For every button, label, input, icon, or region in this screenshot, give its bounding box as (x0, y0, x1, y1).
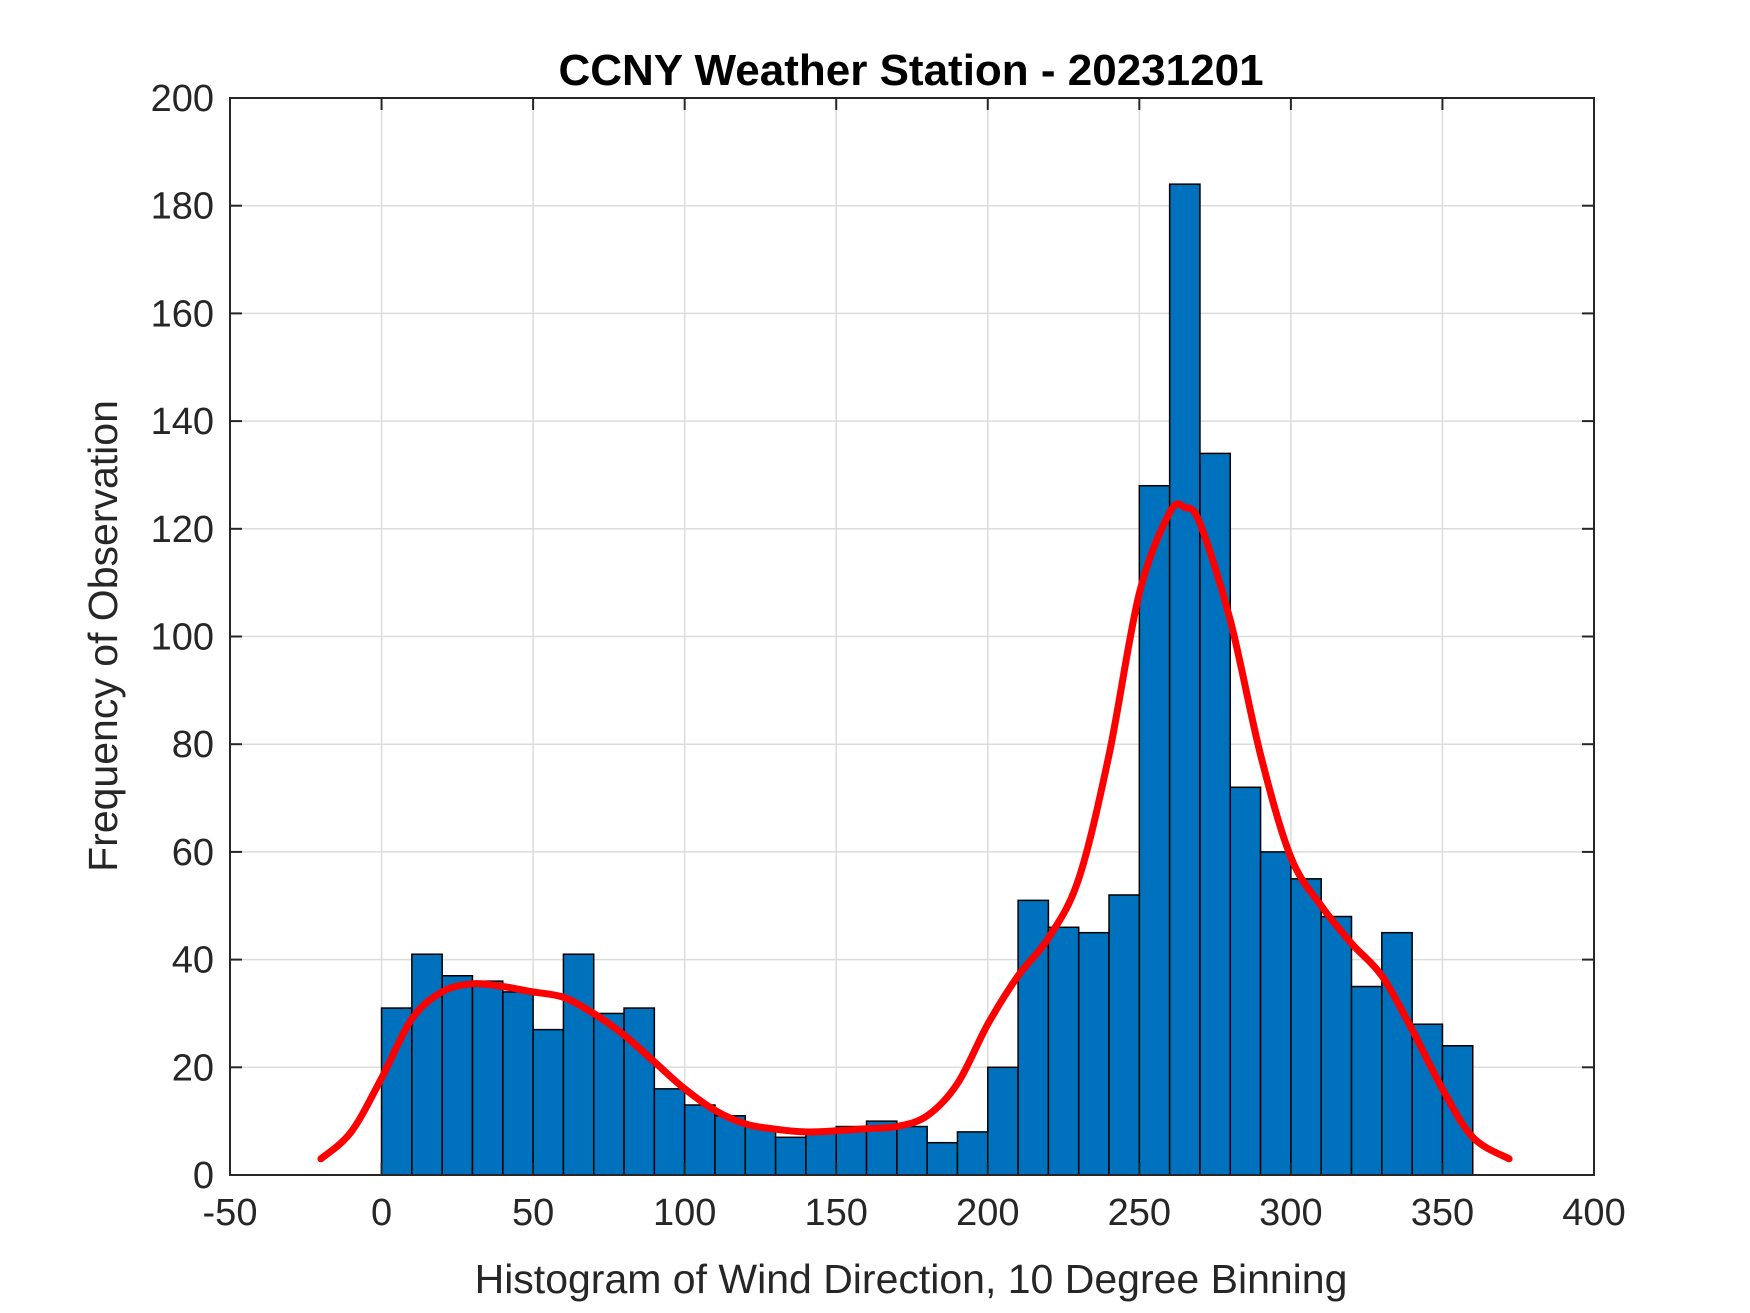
x-tick-label: -50 (203, 1192, 258, 1234)
y-tick-label: 60 (172, 832, 214, 874)
y-tick-label: 200 (151, 78, 214, 120)
histogram-bar (623, 1007, 656, 1176)
x-tick-label: 250 (1108, 1192, 1171, 1234)
histogram-bar (1199, 452, 1232, 1176)
histogram-bar (926, 1141, 959, 1176)
histogram-bar (1168, 183, 1201, 1176)
histogram-bar (1350, 985, 1383, 1176)
fit-curve-line (317, 500, 1513, 1163)
x-tick-label: 150 (805, 1192, 868, 1234)
histogram-bar (1229, 786, 1262, 1176)
x-tick-label: 0 (371, 1192, 392, 1234)
histogram-bar (1077, 931, 1110, 1176)
y-tick-label: 120 (151, 509, 214, 551)
histogram-bar (1320, 915, 1353, 1176)
histogram-bar (1047, 926, 1080, 1176)
x-tick-label: 400 (1562, 1192, 1625, 1234)
histogram-bar (774, 1136, 807, 1176)
histogram-bar (441, 975, 474, 1176)
y-tick-label: 40 (172, 940, 214, 982)
histogram-bar (502, 991, 534, 1176)
chart-title: CCNY Weather Station - 20231201 (558, 46, 1263, 95)
x-tick-label: 50 (512, 1192, 554, 1234)
fit-curve-group (317, 500, 1513, 1163)
y-tick-label: 140 (151, 401, 214, 443)
histogram-bar (1441, 1045, 1474, 1176)
histogram-bar (744, 1125, 777, 1176)
histogram-bar (532, 1028, 565, 1176)
histogram-bar (1290, 878, 1322, 1176)
y-tick-label: 20 (172, 1047, 214, 1089)
histogram-bar (411, 953, 443, 1176)
y-tick-label: 80 (172, 724, 214, 766)
x-tick-label: 350 (1411, 1192, 1474, 1234)
x-axis-label: Histogram of Wind Direction, 10 Degree B… (475, 1256, 1348, 1302)
histogram-bar (380, 1007, 413, 1176)
x-tick-labels: -50 0 50 100 150 200 250 300 350 400 (203, 1192, 1626, 1234)
x-tick-label: 200 (956, 1192, 1019, 1234)
histogram-bar (987, 1066, 1019, 1176)
y-tick-label: 180 (151, 186, 214, 228)
histogram-bar (1138, 484, 1171, 1176)
y-tick-label: 160 (151, 293, 214, 335)
histogram-bar (1411, 1023, 1444, 1176)
histogram-bar (471, 980, 504, 1176)
x-tick-label: 100 (653, 1192, 716, 1234)
histogram-bar (956, 1131, 989, 1176)
histogram-bar (683, 1104, 716, 1176)
histogram-bar (562, 953, 595, 1176)
axes (229, 97, 1595, 1176)
y-tick-label: 0 (193, 1155, 214, 1197)
histogram-bar (592, 1012, 625, 1176)
histogram-bars (380, 183, 1474, 1176)
y-tick-label: 100 (151, 617, 214, 659)
histogram-bar (653, 1088, 686, 1176)
histogram-bar (805, 1131, 837, 1176)
histogram-bar (1259, 851, 1292, 1176)
histogram-bar (1381, 931, 1413, 1176)
x-tick-label: 300 (1259, 1192, 1322, 1234)
y-tick-labels: 0 20 40 60 80 100 120 140 160 180 200 (151, 78, 214, 1197)
y-axis-label: Frequency of Observation (80, 400, 126, 872)
histogram-bar (1108, 894, 1141, 1176)
histogram-bar (896, 1125, 928, 1176)
